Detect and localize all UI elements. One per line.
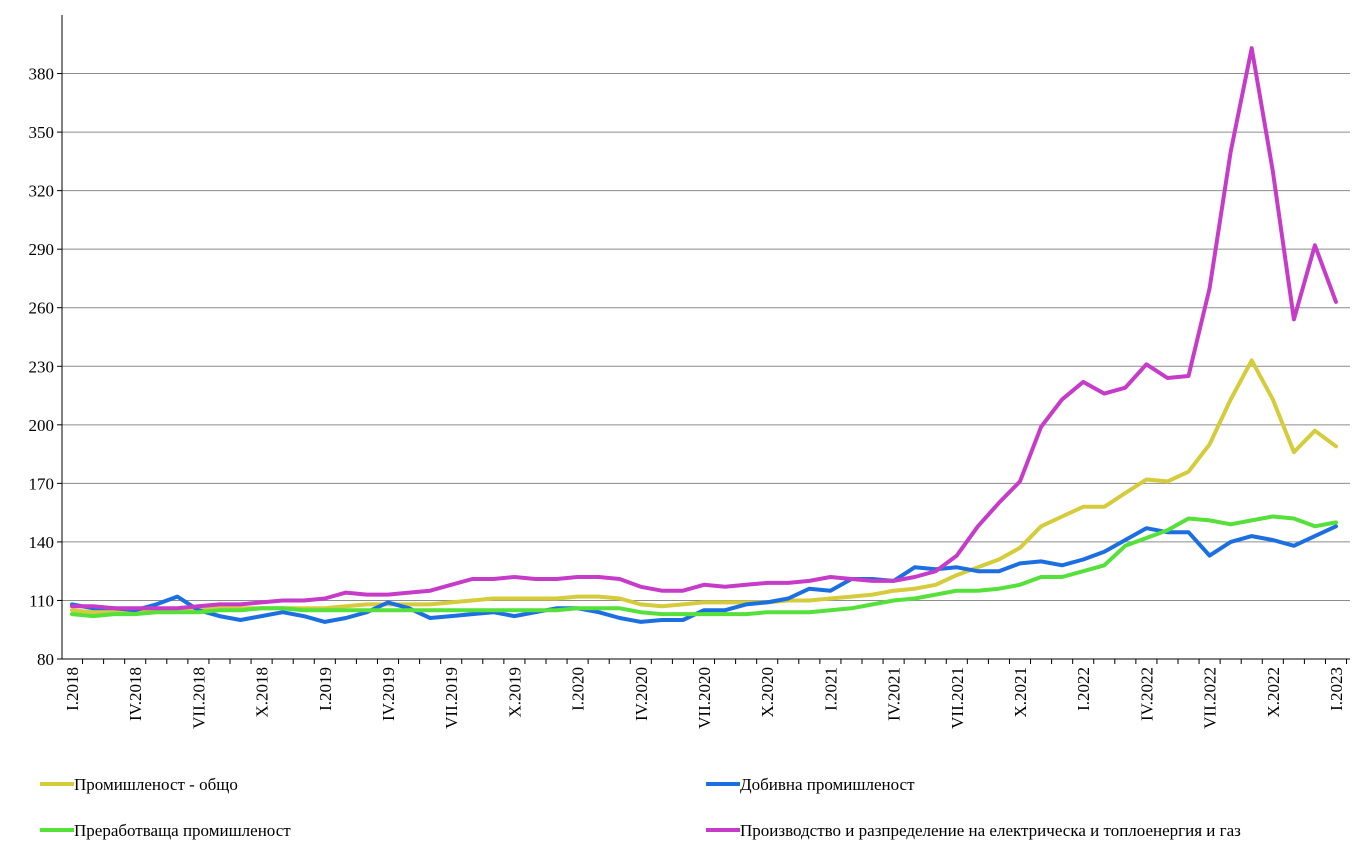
series-lines [70,46,1338,624]
x-tick-label: I.2018 [63,667,82,711]
y-tick-label: 260 [29,299,55,318]
gridlines [62,73,1350,601]
x-tick-label: IV.2022 [1137,667,1156,721]
axes [61,15,1350,660]
x-tick-label: VII.2022 [1201,667,1220,729]
x-tick-label: VII.2021 [948,667,967,729]
y-tick-label: 230 [29,357,55,376]
legend-label: Производство и разпределение на електрич… [740,821,1241,840]
x-tick-label: IV.2019 [379,667,398,721]
x-tick-label: X.2020 [758,667,777,718]
legend-label: Преработваща промишленост [74,821,291,840]
legend: Промишленост - общо Добивна промишленост П… [40,775,1241,840]
x-tick-label: IV.2018 [126,667,145,721]
x-axis-ticks: I.2018 IV.2018 VII.2018 X.2018 I.2019 IV.2019… [63,659,1348,729]
y-tick-label: 290 [29,240,55,259]
y-tick-label: 350 [29,123,55,142]
legend-item-4: Производство и разпределение на електрич… [706,821,1241,840]
series-line-4 [70,46,1338,611]
y-tick-label: 170 [29,474,55,493]
legend-label: Промишленост - общо [74,775,238,794]
series-line-2 [70,524,1338,624]
y-tick-label: 380 [29,65,55,84]
x-tick-label: I.2021 [821,667,840,711]
x-tick-label: I.2023 [1327,667,1346,711]
x-tick-label: I.2020 [569,667,588,711]
x-tick-label: VII.2020 [695,667,714,729]
legend-item-2: Добивна промишленост [706,775,915,794]
legend-item-3: Преработваща промишленост [40,821,291,840]
y-tick-label: 320 [29,182,55,201]
x-tick-label: X.2018 [253,667,272,718]
x-tick-label: I.2019 [316,667,335,711]
series-line-1 [70,358,1338,615]
x-tick-label: VII.2019 [442,667,461,729]
x-tick-label: X.2019 [505,667,524,718]
y-tick-label: 80 [37,650,54,669]
y-tick-label: 200 [29,416,55,435]
x-tick-label: IV.2021 [885,667,904,721]
series-line-3 [70,514,1338,619]
y-tick-label: 110 [29,591,54,610]
x-tick-label: X.2021 [1011,667,1030,718]
x-tick-label: IV.2020 [632,667,651,721]
x-tick-label: X.2022 [1264,667,1283,718]
legend-item-1: Промишленост - общо [40,775,238,794]
x-tick-label: I.2022 [1074,667,1093,711]
x-tick-label: VII.2018 [189,667,208,729]
y-tick-label: 140 [29,533,55,552]
legend-label: Добивна промишленост [740,775,915,794]
y-axis-ticks: 80 110 140 170 200 230 260 290 320 350 380 [29,65,62,669]
